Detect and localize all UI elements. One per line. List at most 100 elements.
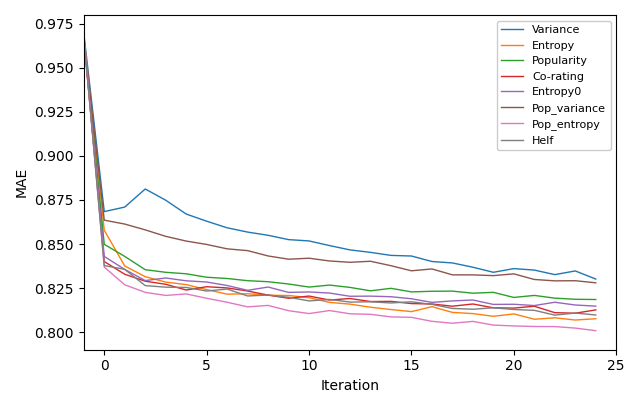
Entropy <box>326 300 333 305</box>
Variance <box>326 243 333 248</box>
Co-rating <box>285 296 292 301</box>
Co-rating <box>80 34 88 39</box>
Entropy <box>469 311 477 316</box>
Popularity <box>121 254 129 259</box>
Pop_entropy <box>244 304 252 309</box>
Pop_entropy <box>305 311 313 316</box>
Variance <box>346 248 354 253</box>
Co-rating <box>367 299 374 304</box>
Pop_entropy <box>531 324 538 329</box>
Entropy0 <box>285 290 292 295</box>
Entropy0 <box>346 294 354 299</box>
Entropy <box>80 33 88 38</box>
Entropy <box>162 279 170 284</box>
Entropy0 <box>162 275 170 280</box>
Co-rating <box>510 306 518 310</box>
Pop_variance <box>469 273 477 277</box>
Pop_entropy <box>449 321 456 326</box>
Popularity <box>469 291 477 296</box>
Pop_entropy <box>223 300 231 305</box>
Pop_entropy <box>346 311 354 316</box>
Helf <box>449 306 456 311</box>
Variance <box>244 230 252 235</box>
Variance <box>387 253 395 258</box>
Entropy0 <box>510 302 518 307</box>
Line: Pop_entropy: Pop_entropy <box>84 34 596 331</box>
Helf <box>551 313 559 317</box>
Popularity <box>141 267 149 272</box>
Co-rating <box>469 302 477 306</box>
Pop_entropy <box>490 323 497 328</box>
Helf <box>80 35 88 40</box>
Variance <box>551 272 559 277</box>
Entropy0 <box>408 296 415 301</box>
Variance <box>121 205 129 210</box>
Line: Pop_variance: Pop_variance <box>84 38 596 283</box>
Co-rating <box>203 284 211 289</box>
Entropy0 <box>203 279 211 284</box>
Popularity <box>244 278 252 283</box>
Entropy0 <box>531 303 538 308</box>
Helf <box>428 302 436 307</box>
Co-rating <box>531 304 538 309</box>
Pop_variance <box>305 256 313 261</box>
Helf <box>387 301 395 306</box>
Popularity <box>592 297 600 302</box>
Popularity <box>408 289 415 294</box>
Variance <box>264 233 272 238</box>
Helf <box>305 299 313 304</box>
Popularity <box>572 297 579 302</box>
Pop_variance <box>490 273 497 278</box>
Entropy0 <box>592 304 600 308</box>
Pop_variance <box>367 259 374 264</box>
Pop_entropy <box>162 293 170 298</box>
Popularity <box>367 288 374 293</box>
Variance <box>531 268 538 273</box>
Popularity <box>203 275 211 280</box>
Pop_variance <box>449 273 456 277</box>
Entropy <box>572 317 579 322</box>
Entropy <box>592 316 600 321</box>
Entropy0 <box>141 278 149 283</box>
Entropy0 <box>449 298 456 303</box>
Pop_variance <box>162 234 170 239</box>
Pop_entropy <box>182 291 190 296</box>
Pop_variance <box>510 271 518 276</box>
Entropy <box>510 311 518 316</box>
Entropy <box>305 295 313 300</box>
Entropy <box>203 287 211 292</box>
Entropy <box>182 282 190 287</box>
Entropy0 <box>367 294 374 299</box>
Pop_entropy <box>121 282 129 287</box>
Variance <box>162 198 170 203</box>
Popularity <box>162 270 170 275</box>
Pop_variance <box>80 35 88 40</box>
Helf <box>182 285 190 290</box>
Entropy0 <box>264 285 272 290</box>
Pop_entropy <box>264 303 272 308</box>
Legend: Variance, Entropy, Popularity, Co-rating, Entropy0, Pop_variance, Pop_entropy, H: Variance, Entropy, Popularity, Co-rating… <box>497 20 611 150</box>
Popularity <box>449 289 456 294</box>
Variance <box>510 266 518 271</box>
Entropy <box>100 228 108 233</box>
Entropy0 <box>182 278 190 283</box>
Pop_entropy <box>387 315 395 319</box>
Pop_variance <box>592 280 600 285</box>
Variance <box>285 237 292 242</box>
Co-rating <box>244 288 252 293</box>
Variance <box>367 250 374 255</box>
Pop_entropy <box>80 32 88 37</box>
Popularity <box>182 271 190 276</box>
Entropy0 <box>469 297 477 302</box>
Popularity <box>428 289 436 294</box>
Entropy0 <box>490 302 497 307</box>
Entropy <box>244 291 252 296</box>
Line: Helf: Helf <box>84 37 596 315</box>
Helf <box>490 305 497 310</box>
Pop_variance <box>223 246 231 251</box>
Co-rating <box>449 304 456 308</box>
Entropy <box>449 310 456 315</box>
Entropy <box>551 315 559 320</box>
Variance <box>449 260 456 265</box>
Co-rating <box>326 297 333 302</box>
